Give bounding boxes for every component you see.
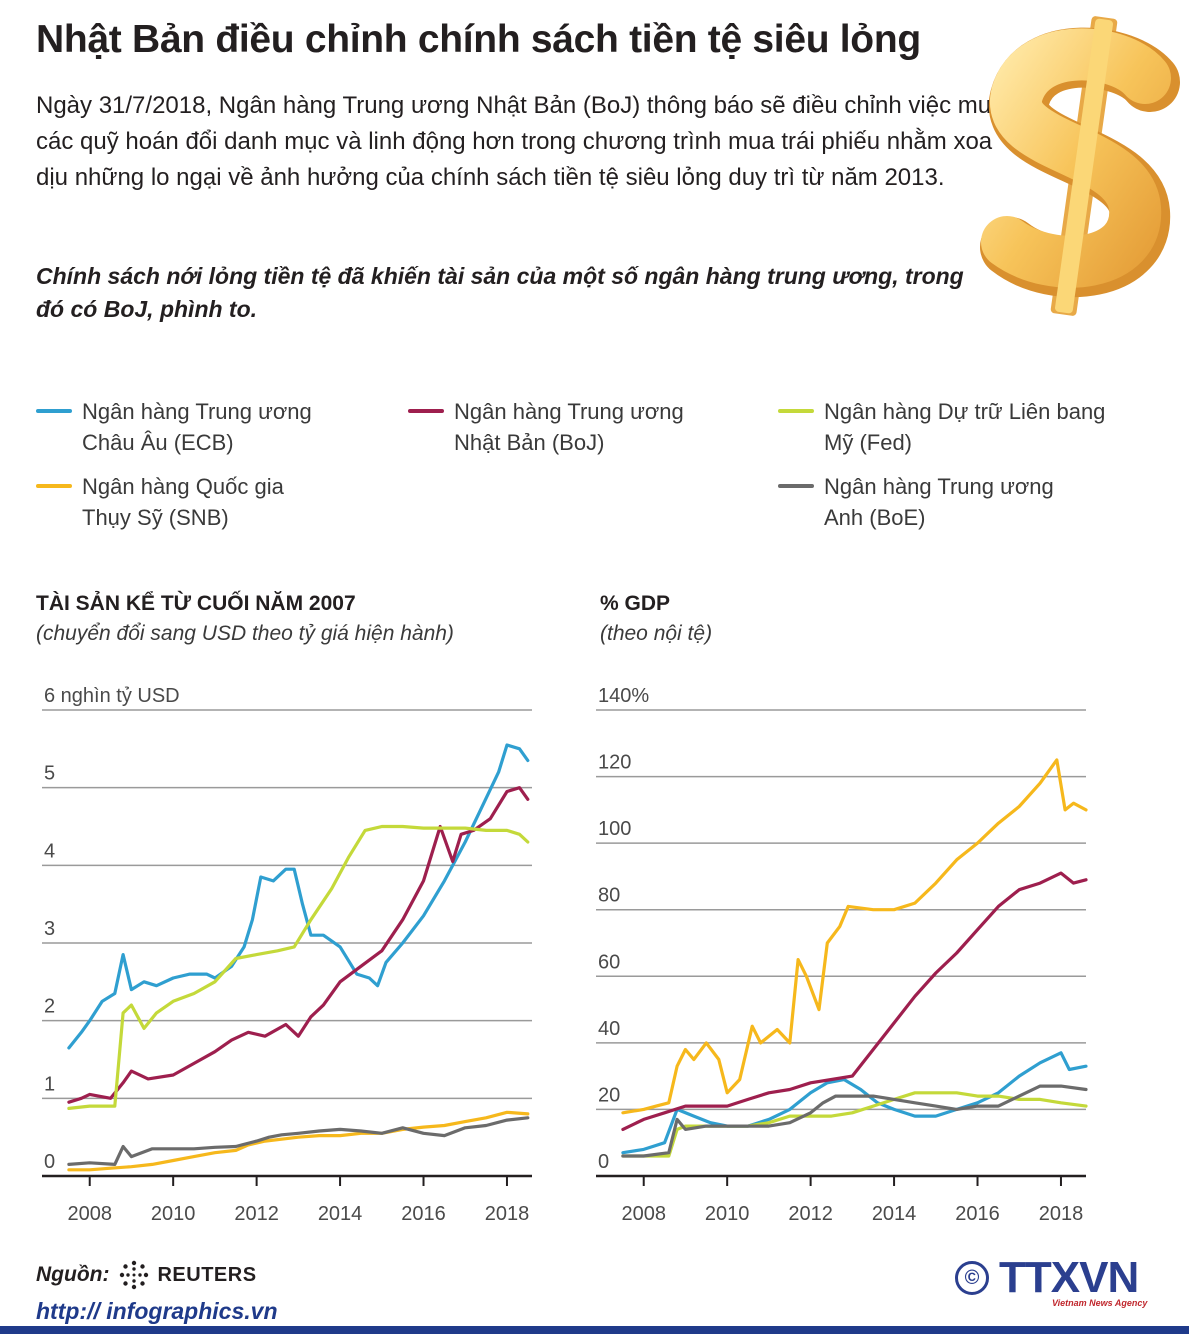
assets-chart-series-line-3 bbox=[67, 1110, 530, 1172]
assets-line-chart: 0 1 2 3 4 5 6 nghìn tỷ USD 2008 2010 2012 2014 2016… bbox=[42, 685, 532, 1225]
assets-chart-y-tick-label: 0 bbox=[44, 1151, 55, 1173]
gdp-chart-y-tick-label: 40 bbox=[598, 1018, 620, 1040]
gdp-chart-y-tick-label: 100 bbox=[598, 818, 631, 840]
gdp-chart-x-tick-label: 2008 bbox=[621, 1203, 666, 1225]
assets-chart-y-tick-label: 1 bbox=[44, 1073, 55, 1095]
assets-chart-y-tick-label: 2 bbox=[44, 996, 55, 1018]
gdp-chart-y-tick-label: 120 bbox=[598, 752, 631, 774]
dollar-sign-3d-icon bbox=[980, 16, 1180, 316]
legend-swatch-fed bbox=[778, 409, 814, 413]
source-name: REUTERS bbox=[157, 1263, 257, 1286]
legend-label-snb-2: Thụy Sỹ (SNB) bbox=[82, 505, 229, 530]
gdp-chart-series-line-3 bbox=[621, 758, 1088, 1115]
assets-chart-x-tick-label: 2018 bbox=[485, 1203, 530, 1225]
logo-subtitle: Vietnam News Agency bbox=[1052, 1298, 1148, 1308]
legend-swatch-ecb bbox=[36, 409, 72, 413]
assets-chart-x-tick-label: 2014 bbox=[318, 1203, 363, 1225]
footer-rule bbox=[0, 1326, 1189, 1334]
assets-chart-series-line-4 bbox=[67, 1116, 530, 1166]
legend-label-snb-1: Ngân hàng Quốc gia bbox=[82, 474, 284, 499]
legend-label-boj-2: Nhật Bản (BoJ) bbox=[454, 430, 605, 455]
left-chart-subtitle: (chuyển đổi sang USD theo tỷ giá hiện hà… bbox=[36, 622, 454, 645]
gdp-chart-y-tick-label: 60 bbox=[598, 951, 620, 973]
legend-item-boe: Ngân hàng Trung ương Anh (BoE) bbox=[778, 471, 1054, 533]
legend-label-fed-1: Ngân hàng Dự trữ Liên bang bbox=[824, 399, 1106, 424]
right-chart: 0 20 40 60 80 100 120 140% 2008 2010 2012 2014 2016 2… bbox=[580, 680, 1140, 1240]
assets-chart-y-tick-label: 6 nghìn tỷ USD bbox=[44, 685, 180, 707]
copyright-icon: © bbox=[955, 1261, 989, 1295]
legend-label-ecb-2: Châu Âu (ECB) bbox=[82, 430, 234, 455]
gdp-chart-series-line-2 bbox=[621, 1091, 1088, 1158]
intro-paragraph: Ngày 31/7/2018, Ngân hàng Trung ương Nhậ… bbox=[36, 92, 1005, 191]
right-chart-subtitle: (theo nội tệ) bbox=[600, 622, 713, 645]
gdp-chart-y-tick-label: 0 bbox=[598, 1151, 609, 1173]
left-chart-title: TÀI SẢN KỂ TỪ CUỐI NĂM 2007 bbox=[36, 592, 356, 615]
gdp-chart-x-tick-label: 2012 bbox=[788, 1203, 833, 1225]
assets-chart-y-tick-label: 5 bbox=[44, 763, 55, 785]
legend-item-snb: Ngân hàng Quốc gia Thụy Sỹ (SNB) bbox=[36, 471, 284, 533]
assets-chart-series-line-0 bbox=[67, 743, 530, 1050]
legend-swatch-boj bbox=[408, 409, 444, 413]
lead-paragraph: Chính sách nới lỏng tiền tệ đã khiến tài… bbox=[36, 263, 964, 322]
legend-label-boe-2: Anh (BoE) bbox=[824, 505, 926, 530]
site-link[interactable]: http:// infographics.vn bbox=[36, 1298, 278, 1324]
gdp-chart-series-line-0 bbox=[621, 1051, 1088, 1155]
assets-chart-x-tick-label: 2016 bbox=[401, 1203, 446, 1225]
right-chart-title: % GDP bbox=[600, 592, 671, 615]
gdp-chart-y-tick-label: 80 bbox=[598, 885, 620, 907]
gdp-chart-x-tick-label: 2010 bbox=[705, 1203, 750, 1225]
gdp-chart-x-tick-label: 2014 bbox=[872, 1203, 917, 1225]
gdp-chart-x-tick-label: 2016 bbox=[955, 1203, 1000, 1225]
gdp-chart-x-tick-label: 2018 bbox=[1039, 1203, 1084, 1225]
legend-item-boj: Ngân hàng Trung ương Nhật Bản (BoJ) bbox=[408, 396, 684, 458]
page-title: Nhật Bản điều chỉnh chính sách tiền tệ s… bbox=[36, 18, 921, 61]
assets-chart-x-tick-label: 2010 bbox=[151, 1203, 196, 1225]
source-line: Nguồn: REUTERS bbox=[36, 1260, 257, 1290]
logo-text: TTXVN bbox=[999, 1253, 1139, 1302]
gdp-chart-series-line-1 bbox=[621, 871, 1088, 1131]
gdp-chart-y-tick-label: 140% bbox=[598, 685, 649, 707]
gdp-chart-y-tick-label: 20 bbox=[598, 1084, 620, 1106]
reuters-dots-icon bbox=[120, 1260, 149, 1290]
assets-chart-x-tick-label: 2008 bbox=[67, 1203, 112, 1225]
legend-label-boj-1: Ngân hàng Trung ương bbox=[454, 399, 684, 424]
assets-chart-series-line-2 bbox=[67, 824, 530, 1110]
ttxvn-logo: © TTXVN bbox=[955, 1253, 1139, 1302]
source-label: Nguồn: bbox=[36, 1263, 110, 1286]
assets-chart-x-tick-label: 2012 bbox=[234, 1203, 279, 1225]
gdp-line-chart: 0 20 40 60 80 100 120 140% 2008 2010 2012 2014 2016 2… bbox=[596, 685, 1088, 1225]
legend-label-boe-1: Ngân hàng Trung ương bbox=[824, 474, 1054, 499]
gdp-chart-series-line-4 bbox=[621, 1084, 1088, 1158]
assets-chart-y-tick-label: 4 bbox=[44, 840, 55, 862]
legend-swatch-snb bbox=[36, 484, 72, 488]
assets-chart-y-tick-label: 3 bbox=[44, 918, 55, 940]
legend-label-fed-2: Mỹ (Fed) bbox=[824, 430, 912, 455]
legend-label-ecb-1: Ngân hàng Trung ương bbox=[82, 399, 312, 424]
legend-item-ecb: Ngân hàng Trung ương Châu Âu (ECB) bbox=[36, 396, 312, 458]
legend-swatch-boe bbox=[778, 484, 814, 488]
assets-chart-series-line-1 bbox=[67, 786, 530, 1104]
left-chart: 0 1 2 3 4 5 6 nghìn tỷ USD 2008 2010 2012 2014 2016… bbox=[0, 680, 560, 1240]
legend-item-fed: Ngân hàng Dự trữ Liên bang Mỹ (Fed) bbox=[778, 396, 1105, 458]
